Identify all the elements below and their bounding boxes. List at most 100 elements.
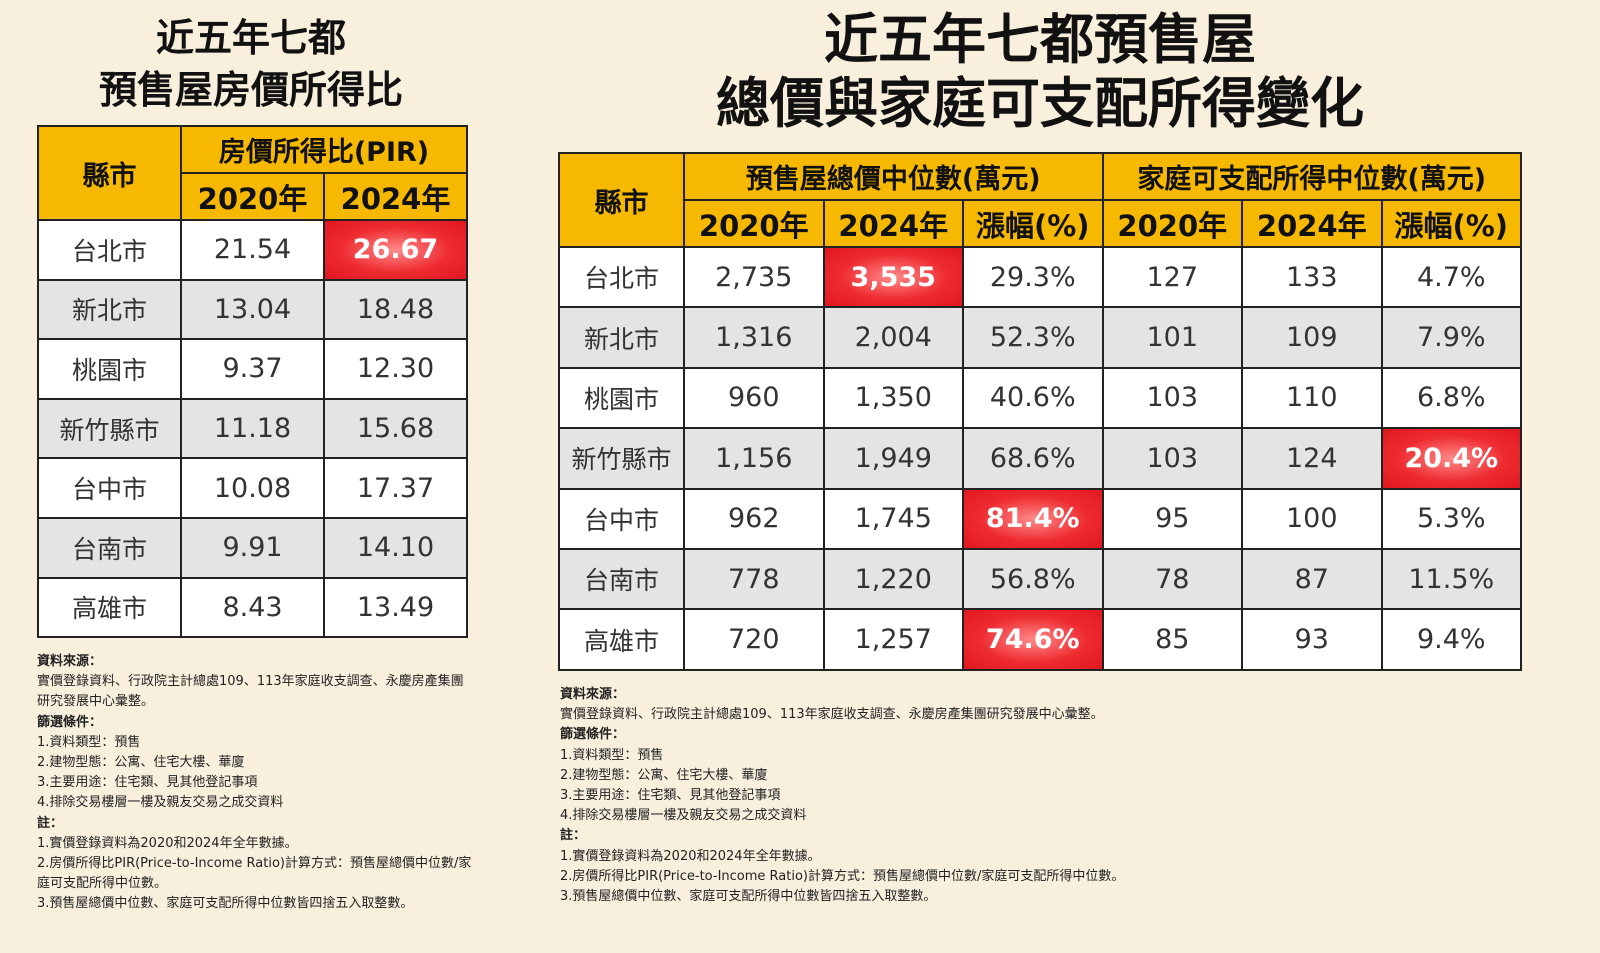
header-row: 2020年 2024年: [38, 172, 468, 221]
note-line: 1.實價登錄資料為2020和2024年全年數據。: [560, 848, 821, 864]
right-table: 縣市 預售屋總價中位數(萬元) 家庭可支配所得中位數(萬元) 2020年 2024年 漲幅…: [558, 152, 1523, 671]
data-row: 桃園市 960 1,350 40.6% 103 110 6.8%: [558, 366, 1523, 430]
value-cell: 110: [1241, 366, 1383, 430]
value-cell: 2,735: [683, 245, 825, 309]
note-heading: 資料來源：: [37, 654, 103, 669]
right-title: 近五年七都預售屋 總價與家庭可支配所得變化: [640, 8, 1440, 136]
city-cell: 新北市: [37, 278, 182, 341]
title-line: 總價與家庭可支配所得變化: [716, 72, 1364, 135]
value-cell: 109: [1241, 306, 1383, 369]
city-cell: 高雄市: [558, 608, 685, 671]
value-cell: 15.68: [323, 397, 468, 460]
note-line: 2.房價所得比PIR(Price-to-Income Ratio)計算方式：預售…: [37, 856, 472, 892]
note-line: 實價登錄資料、行政院主計總處109、113年家庭收支調查、永慶房產集團研究發展中…: [37, 674, 464, 710]
note-heading: 篩選條件：: [560, 727, 626, 743]
header-col: 漲幅(%): [1380, 199, 1523, 248]
header-row: 縣市 預售屋總價中位數(萬元) 家庭可支配所得中位數(萬元): [558, 152, 1523, 248]
header-city: 縣市: [37, 125, 182, 221]
left-title: 近五年七都 預售屋房價所得比: [37, 12, 465, 116]
value-cell: 9.4%: [1380, 608, 1523, 671]
header-col: 2020年: [180, 172, 325, 221]
title-line: 近五年七都預售屋: [824, 8, 1256, 71]
value-cell: 74.6%: [962, 608, 1104, 671]
data-row: 高雄市 8.43 13.49: [37, 576, 468, 639]
value-cell: 7.9%: [1380, 306, 1523, 369]
value-cell: 10.08: [180, 457, 325, 519]
value-cell: 8.43: [180, 576, 325, 639]
header-group: 房價所得比(PIR): [180, 125, 468, 174]
value-cell: 3,535: [822, 245, 964, 309]
city-cell: 台中市: [37, 457, 182, 519]
value-cell: 4.7%: [1380, 245, 1523, 309]
data-row: 高雄市 720 1,257 74.6% 85 93 9.4%: [558, 608, 1523, 671]
city-cell: 台南市: [558, 547, 685, 611]
value-cell: 13.04: [180, 278, 325, 341]
value-cell: 6.8%: [1380, 366, 1523, 430]
note-line: 3.預售屋總價中位數、家庭可支配所得中位數皆四捨五入取整數。: [37, 896, 414, 912]
data-row: 新北市 13.04 18.48: [37, 278, 468, 341]
value-cell: 9.37: [180, 338, 325, 400]
value-cell: 78: [1101, 547, 1244, 611]
value-cell: 1,220: [822, 547, 964, 611]
value-cell: 1,156: [683, 427, 825, 490]
header-col: 2024年: [323, 172, 468, 221]
value-cell: 1,745: [822, 487, 964, 550]
data-row: 桃園市 9.37 12.30: [37, 338, 468, 400]
value-cell: 100: [1241, 487, 1383, 550]
data-row: 新竹縣市 1,156 1,949 68.6% 103 124 20.4%: [558, 427, 1523, 490]
note-line: 4.排除交易樓層一樓及親友交易之成交資料: [37, 795, 284, 811]
value-cell: 26.67: [323, 219, 468, 281]
city-cell: 桃園市: [37, 338, 182, 400]
header-col: 2020年: [1101, 199, 1244, 248]
right-notes: 資料來源： 實價登錄資料、行政院主計總處109、113年家庭收支調查、永慶房產集團…: [560, 685, 1260, 907]
header-col: 漲幅(%): [962, 199, 1104, 248]
value-cell: 81.4%: [962, 487, 1104, 550]
value-cell: 21.54: [180, 219, 325, 281]
value-cell: 1,257: [822, 608, 964, 671]
data-row: 台中市 10.08 17.37: [37, 457, 468, 519]
value-cell: 101: [1101, 306, 1244, 369]
value-cell: 11.18: [180, 397, 325, 460]
data-row: 台南市 9.91 14.10: [37, 516, 468, 579]
data-row: 台北市 21.54 26.67: [37, 219, 468, 281]
value-cell: 1,316: [683, 306, 825, 369]
city-cell: 台北市: [558, 245, 685, 309]
note-line: 2.建物型態：公寓、住宅大樓、華廈: [37, 755, 245, 771]
value-cell: 133: [1241, 245, 1383, 309]
note-line: 2.房價所得比PIR(Price-to-Income Ratio)計算方式：預售…: [560, 868, 1125, 884]
header-group: 家庭可支配所得中位數(萬元): [1101, 152, 1523, 201]
value-cell: 13.49: [323, 576, 468, 639]
value-cell: 778: [683, 547, 825, 611]
value-cell: 29.3%: [962, 245, 1104, 309]
value-cell: 11.5%: [1380, 547, 1523, 611]
data-row: 新北市 1,316 2,004 52.3% 101 109 7.9%: [558, 306, 1523, 369]
data-row: 台中市 962 1,745 81.4% 95 100 5.3%: [558, 487, 1523, 550]
value-cell: 68.6%: [962, 427, 1104, 490]
note-line: 實價登錄資料、行政院主計總處109、113年家庭收支調查、永慶房產集團研究發展中…: [560, 707, 1104, 723]
city-cell: 新竹縣市: [37, 397, 182, 460]
value-cell: 85: [1101, 608, 1244, 671]
note-line: 1.資料類型：預售: [37, 734, 141, 750]
note-line: 1.資料類型：預售: [560, 747, 664, 763]
value-cell: 124: [1241, 427, 1383, 490]
header-row: 縣市 房價所得比(PIR): [37, 125, 468, 221]
value-cell: 103: [1101, 366, 1244, 430]
header-city: 縣市: [558, 152, 685, 248]
data-row: 台北市 2,735 3,535 29.3% 127 133 4.7%: [558, 245, 1523, 309]
left-notes: 資料來源： 實價登錄資料、行政院主計總處109、113年家庭收支調查、永慶房產集團…: [37, 652, 472, 915]
value-cell: 52.3%: [962, 306, 1104, 369]
note-line: 1.實價登錄資料為2020和2024年全年數據。: [37, 835, 298, 851]
value-cell: 103: [1101, 427, 1244, 490]
note-line: 4.排除交易樓層一樓及親友交易之成交資料: [560, 808, 807, 824]
city-cell: 新北市: [558, 306, 685, 369]
value-cell: 93: [1241, 608, 1383, 671]
value-cell: 9.91: [180, 516, 325, 579]
note-heading: 註：: [560, 828, 587, 844]
note-heading: 篩選條件：: [37, 714, 103, 730]
header-col: 2024年: [822, 199, 964, 248]
value-cell: 40.6%: [962, 366, 1104, 430]
value-cell: 962: [683, 487, 825, 550]
header-col: 2020年: [683, 199, 825, 248]
title-line: 預售屋房價所得比: [98, 68, 403, 112]
